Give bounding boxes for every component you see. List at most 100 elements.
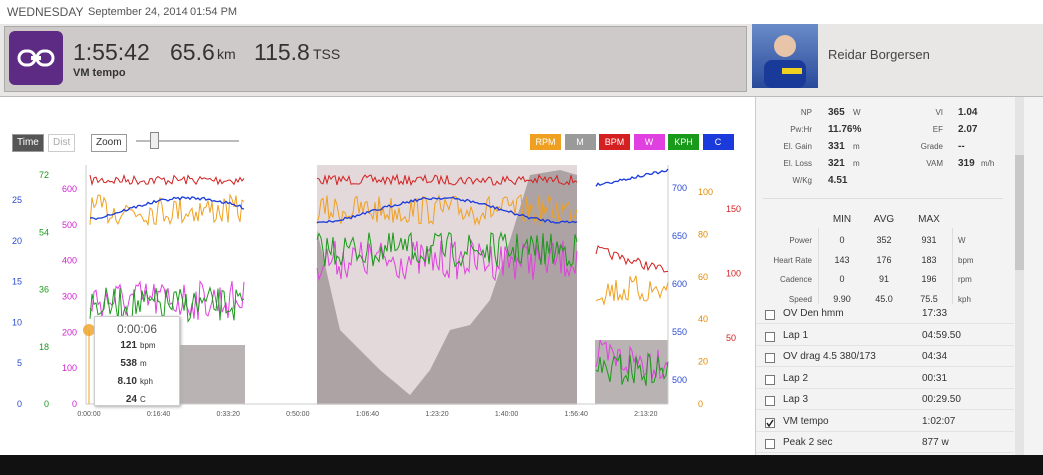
legend-button[interactable]: RPM — [530, 134, 561, 150]
tooltip-unit: kph — [140, 377, 153, 386]
y-tick-label: 500 — [62, 220, 77, 230]
avatar-figure — [764, 35, 806, 88]
tss: 115.8 — [254, 39, 310, 65]
tooltip-value: 8.10 — [117, 376, 137, 387]
y-tick-label: 25 — [12, 195, 22, 205]
summary-label: VAM — [926, 159, 943, 168]
summary-unit: m — [853, 142, 860, 151]
distance: 65.6 — [170, 39, 215, 65]
stats-value: 196 — [921, 274, 937, 284]
y-tick-label: 36 — [39, 285, 49, 295]
summary-label: EF — [932, 125, 943, 134]
stats-value: 91 — [878, 274, 889, 284]
stats-unit: W — [958, 236, 966, 245]
workout-panel: 1:55:42 65.6 km 115.8 TSS VM tempo — [4, 26, 747, 92]
y-tick-label: 15 — [12, 277, 22, 287]
summary-value: 365 — [828, 107, 845, 118]
y-tick-label: 60 — [698, 272, 708, 282]
summary-label: NP — [800, 108, 812, 117]
tooltip-row: 24 C — [95, 392, 179, 408]
trace — [89, 173, 245, 187]
summary-label: VI — [935, 108, 943, 117]
lap-checkbox[interactable] — [765, 353, 775, 363]
lap-value: 00:31 — [922, 372, 948, 384]
y-tick-label: 600 — [672, 279, 687, 289]
legend-button[interactable]: C — [702, 134, 734, 150]
stats-label: Speed — [788, 294, 812, 304]
tooltip-row: 538 m — [95, 356, 179, 372]
y-tick-label: 20 — [698, 357, 708, 367]
trace — [89, 193, 245, 227]
trace — [595, 275, 669, 306]
tooltip-unit: bpm — [140, 341, 156, 350]
y-tick-label: 500 — [672, 375, 687, 385]
lap-name[interactable]: OV Den hmm — [783, 308, 844, 319]
side-panel — [755, 97, 1043, 455]
check-mark — [766, 419, 774, 427]
distance-unit: km — [217, 46, 236, 62]
y-tick-label: 150 — [726, 204, 741, 214]
summary-value: 11.76% — [828, 124, 862, 135]
summary-value: 321 — [828, 158, 845, 169]
stats-label: Cadence — [779, 275, 812, 284]
y-tick-label: 100 — [698, 187, 713, 197]
y-tick-label: 40 — [698, 314, 708, 324]
summary-label: Grade — [920, 142, 943, 151]
trace — [595, 339, 669, 380]
y-tick-label: 10 — [12, 317, 22, 327]
y-tick-label: 200 — [62, 327, 77, 337]
time-button[interactable]: Time — [12, 134, 44, 152]
tooltip-row: 121 bpm — [95, 338, 179, 354]
lap-name[interactable]: Lap 2 — [783, 372, 809, 384]
legend-button[interactable]: BPM — [599, 134, 630, 150]
scroll-thumb[interactable] — [1015, 155, 1024, 270]
summary-unit: m/h — [981, 159, 995, 168]
summary-label: El. Gain — [783, 142, 812, 151]
x-tick-label: 1:23:20 — [425, 411, 448, 418]
lap-name[interactable]: Lap 3 — [783, 394, 809, 405]
lap-name[interactable]: Lap 1 — [783, 329, 809, 341]
y-tick-label: 18 — [39, 342, 49, 352]
trace — [89, 285, 245, 323]
y-tick-label: 700 — [672, 183, 687, 193]
legend-button[interactable]: KPH — [668, 134, 699, 150]
y-tick-label: 0 — [698, 399, 703, 409]
legend-button[interactable]: W — [633, 134, 665, 150]
dist-button[interactable]: Dist — [48, 134, 76, 152]
lap-checkbox[interactable] — [765, 331, 775, 342]
stats-grid — [818, 228, 819, 308]
scrollbar[interactable] — [1015, 97, 1024, 455]
legend-button[interactable]: M — [564, 134, 596, 150]
stats-unit: rpm — [958, 275, 972, 284]
lap-name[interactable]: OV drag 4.5 380/173 — [783, 351, 876, 362]
lap-checkbox[interactable] — [765, 417, 775, 428]
lap-checkbox[interactable] — [765, 439, 775, 449]
lap-row-clip — [756, 304, 1014, 308]
cursor-dot — [83, 324, 95, 336]
lap-checkbox[interactable] — [765, 374, 775, 385]
lap-checkbox[interactable] — [765, 396, 775, 406]
lap-name[interactable]: VM tempo — [783, 415, 829, 427]
zoom-handle[interactable] — [150, 132, 159, 149]
trace — [595, 168, 669, 187]
stats-unit: bpm — [958, 255, 974, 265]
y-tick-label: 20 — [12, 236, 22, 246]
zoom-slider[interactable] — [136, 140, 239, 142]
x-tick-label: 1:40:00 — [495, 411, 518, 418]
lap-separator — [756, 452, 1014, 453]
lap-checkbox[interactable] — [765, 310, 775, 320]
summary-unit: m — [853, 159, 860, 168]
stats-value: 352 — [876, 235, 892, 245]
y-tick-label: 650 — [672, 231, 687, 241]
lap-separator — [756, 344, 1014, 346]
lap-separator — [756, 409, 1014, 410]
zoom-button[interactable]: Zoom — [91, 134, 127, 152]
stats-header: MAX — [918, 214, 940, 225]
summary-unit: W — [853, 108, 861, 117]
lap-name[interactable]: Peak 2 sec — [783, 437, 833, 448]
bottom-bar — [0, 455, 1043, 475]
divider — [763, 198, 1003, 199]
tss-unit: TSS — [313, 46, 341, 62]
summary-value: 4.51 — [828, 175, 848, 186]
